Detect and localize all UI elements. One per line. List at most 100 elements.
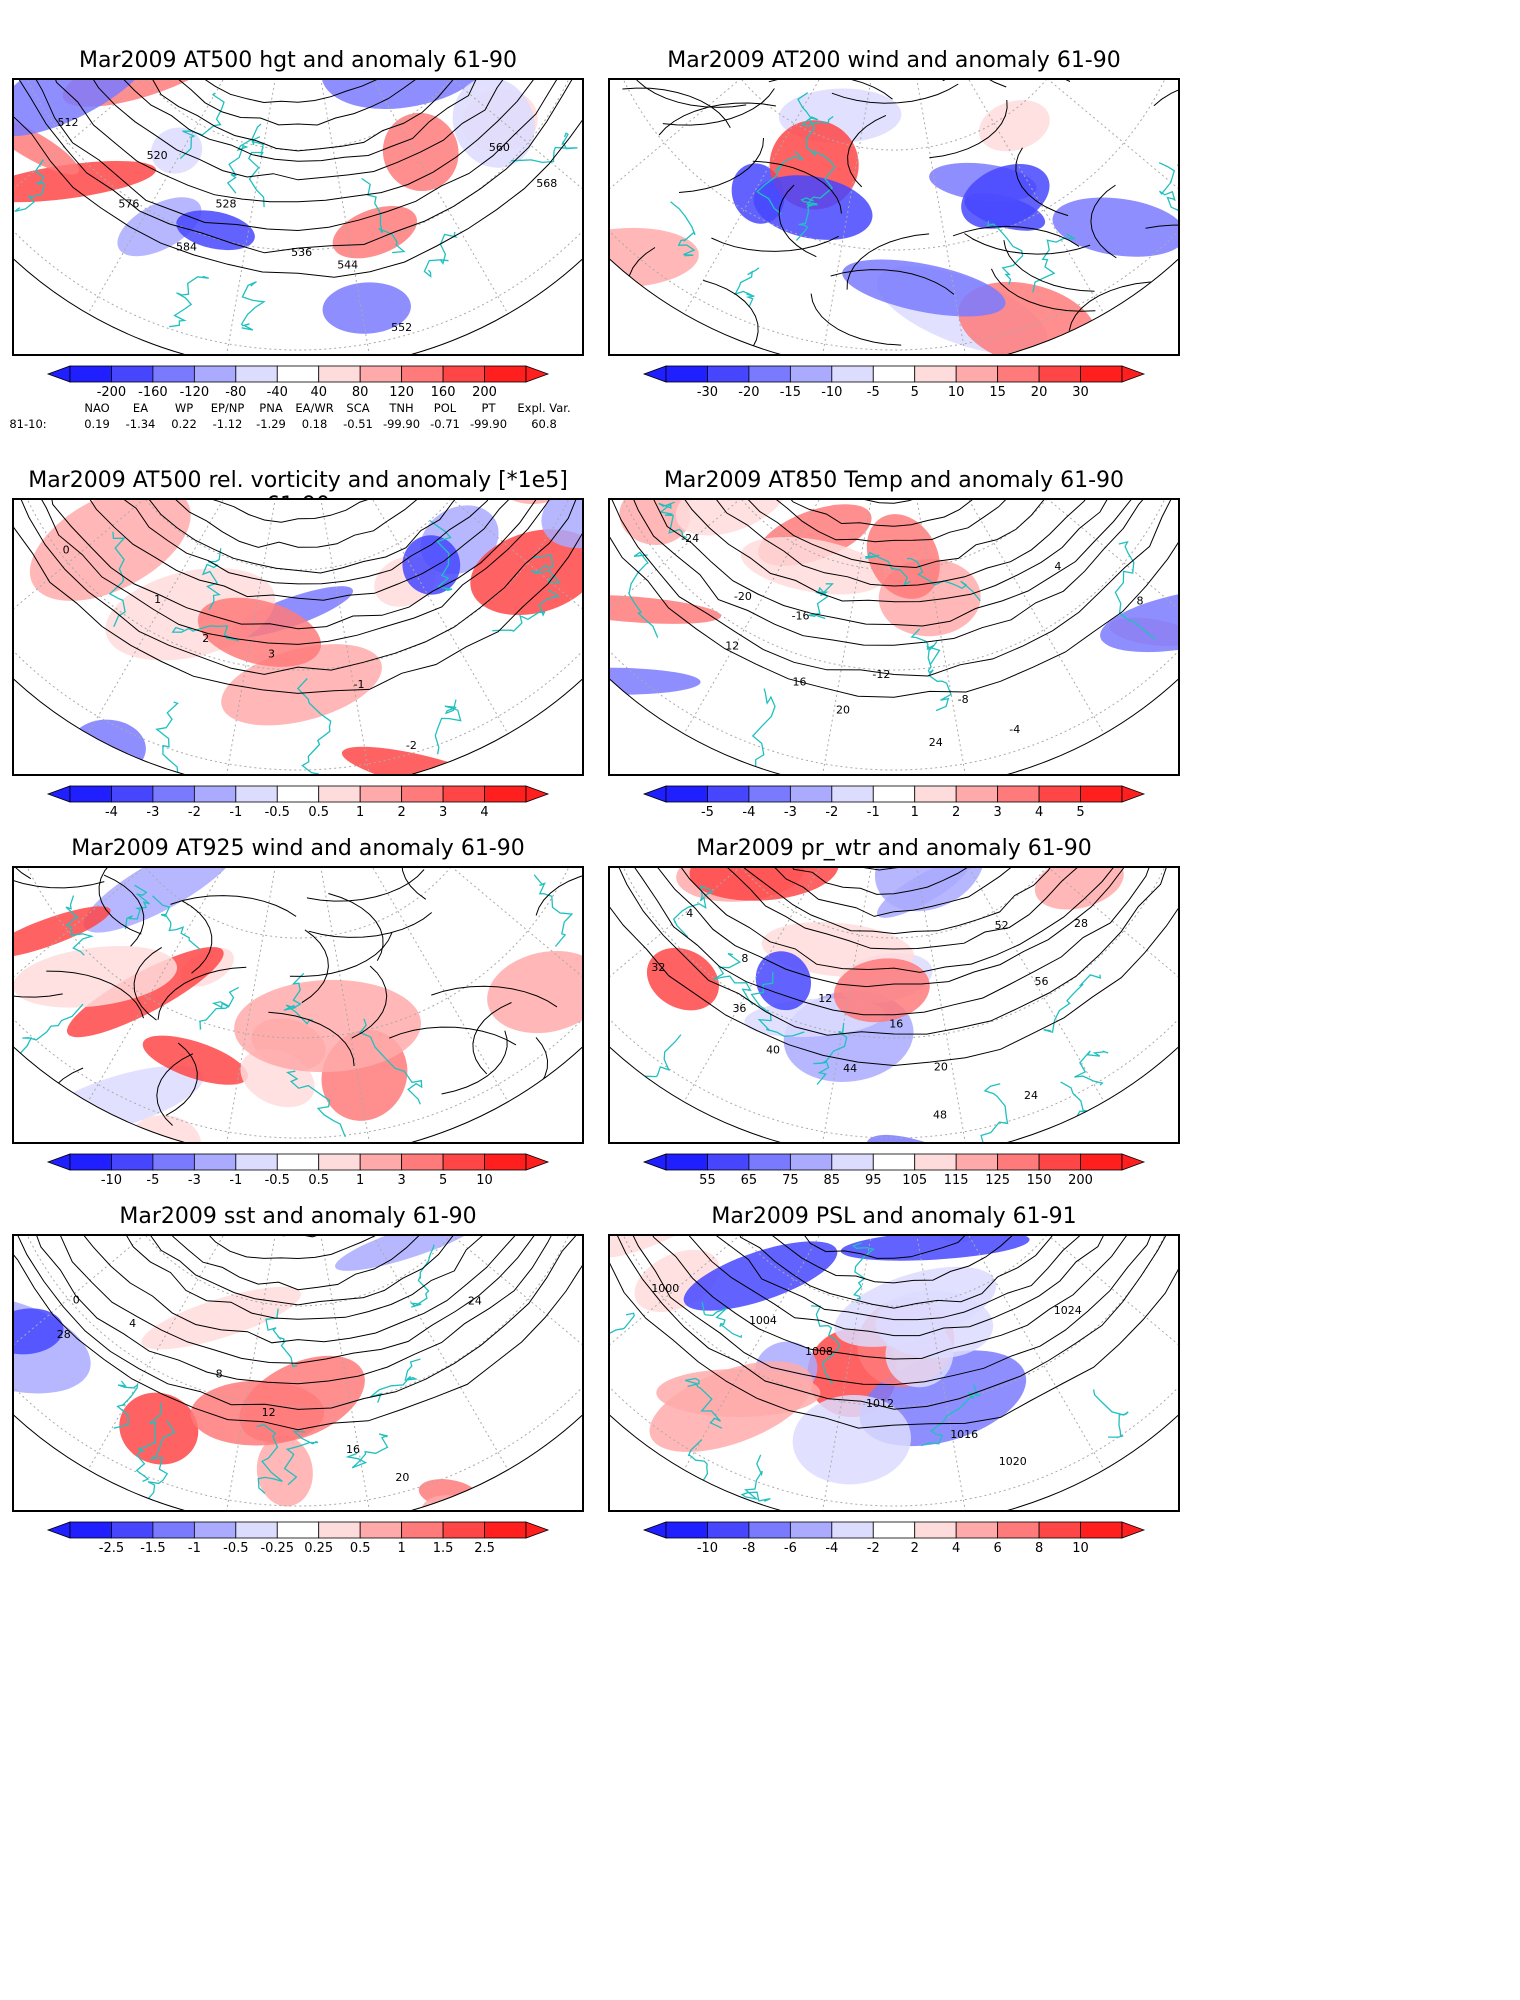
colorbar-box (748, 1521, 791, 1539)
colorbar-box (1038, 1521, 1081, 1539)
teleconnection-header: PNA (259, 401, 283, 415)
contour-label: 3 (268, 647, 275, 660)
colorbar-arrow-low (46, 365, 71, 383)
contour-label: 24 (1024, 1089, 1038, 1102)
negative-anomaly (117, 197, 202, 257)
map-frame: 0 1 2 3 -1 -2 (12, 498, 584, 776)
colorbar-box (484, 1521, 527, 1539)
polar-map: -24 -20 -16 -12 -8 -4 4 8 12 16 20 24 (610, 500, 1178, 774)
contour-label: 8 (216, 1368, 223, 1381)
negative-anomaly (1052, 197, 1178, 257)
colorbar-arrow-low (642, 365, 667, 383)
negative-anomaly (753, 175, 873, 240)
teleconnection-value: -0.71 (430, 417, 460, 431)
negative-anomaly (541, 500, 582, 549)
positive-anomaly (610, 227, 699, 288)
colorbar-tick-label: 5 (438, 1173, 448, 1188)
positive-anomaly (366, 1508, 532, 1510)
positive-anomaly (128, 1115, 202, 1142)
contour-label: -16 (792, 609, 810, 622)
colorbar-tick-label: -5 (146, 1173, 160, 1188)
lat-lon-grid (610, 80, 1178, 354)
contour-label: 0 (73, 1293, 80, 1306)
contour-label: 4 (686, 907, 693, 920)
colorbar-tick-label: 75 (782, 1173, 799, 1188)
teleconnection-value: -99.90 (469, 417, 508, 431)
coastlines (108, 519, 561, 774)
colorbar-box (401, 785, 444, 803)
colorbar (642, 365, 1146, 383)
contour-label: 528 (215, 197, 236, 210)
colorbar-tick-label: 0.5 (308, 1173, 330, 1188)
colorbar-box (914, 1153, 957, 1171)
colorbar-box (318, 785, 361, 803)
contour-label: 8 (741, 952, 748, 965)
polar-map: 512 520 528 536 544 552 560 568 576 584 (14, 80, 582, 354)
colorbar-box (707, 785, 750, 803)
colorbar-box (997, 365, 1040, 383)
colorbar-box (997, 1521, 1040, 1539)
polar-map (610, 80, 1178, 354)
positive-anomaly (610, 594, 722, 624)
contour-label: 568 (536, 177, 557, 190)
anomaly-shading (610, 88, 1178, 354)
colorbar-box (748, 1153, 791, 1171)
panel-title: Mar2009 AT925 wind and anomaly 61-90 (71, 836, 525, 861)
colorbar-tick-label: 5 (1076, 805, 1085, 820)
map-frame: 512 520 528 536 544 552 560 568 576 584 (12, 78, 584, 356)
anomaly-shading (14, 868, 582, 1142)
colorbar-box (152, 785, 195, 803)
teleconnection-value: -99.90 (382, 417, 421, 431)
colorbar-box (442, 785, 485, 803)
negative-anomaly (885, 1320, 954, 1388)
contour-label: 1008 (805, 1345, 833, 1358)
colorbar-box (235, 1521, 278, 1539)
colorbar-box (955, 1153, 999, 1171)
contour-label: -1 (353, 678, 364, 691)
colorbar-tick-label: 0.25 (304, 1541, 334, 1556)
colorbar-tick-label: 55 (699, 1173, 716, 1188)
colorbar-tick-label: 2 (910, 1541, 919, 1556)
contour-label: 8 (1137, 595, 1144, 608)
negative-anomaly (150, 127, 203, 174)
colorbar-box (152, 1521, 195, 1539)
colorbar-box (872, 785, 916, 803)
coastlines (670, 92, 1178, 307)
colorbar-box (665, 785, 708, 803)
map-frame: -24 -20 -16 -12 -8 -4 4 8 12 16 20 24 (608, 498, 1180, 776)
teleconnection-header: SCA (346, 401, 370, 415)
colorbar-tick-label: 105 (902, 1173, 928, 1188)
colorbar-tick-label: -3 (187, 1173, 201, 1188)
teleconnection-value: 0.19 (84, 417, 110, 431)
contour-label: 48 (933, 1108, 947, 1121)
contour-label: 32 (651, 961, 665, 974)
positive-anomaly (656, 1368, 821, 1417)
negative-anomaly (176, 210, 255, 251)
polar-map: 0 4 8 12 16 20 24 28 (14, 1236, 582, 1510)
colorbar-box (152, 1153, 195, 1171)
negative-anomaly (69, 719, 146, 774)
colorbar-tick-label: 1 (356, 1173, 365, 1188)
colorbar-tick-label: -1 (229, 1173, 243, 1188)
colorbar-box (276, 1153, 320, 1171)
positive-anomaly (866, 514, 940, 599)
colorbar-tick-label: -20 (738, 385, 760, 400)
contour-label: 20 (934, 1060, 948, 1073)
colorbar-tick-label: 65 (740, 1173, 758, 1188)
coastlines (14, 874, 574, 1138)
colorbar-arrow-low (46, 785, 71, 803)
colorbar-tick-label: -4 (104, 805, 118, 820)
teleconnection-value: 60.8 (531, 417, 557, 431)
colorbar-box (1080, 365, 1123, 383)
contour-label: 28 (1074, 917, 1088, 930)
colorbar-box (872, 1521, 916, 1539)
panel-7: Mar2009 sst and anomaly 61-90 0 4 8 12 16 20 24… (12, 1204, 584, 1562)
contour-label: 28 (57, 1328, 71, 1341)
colorbar-tick-label: 120 (389, 385, 415, 400)
colorbar-tick-label: -1 (866, 805, 880, 820)
colorbar-tick-label: -1.5 (140, 1541, 166, 1556)
contour-label: 1 (154, 593, 161, 606)
colorbar-tick-label: -2.5 (98, 1541, 125, 1556)
colorbar-tick-label: -0.5 (264, 1173, 290, 1188)
